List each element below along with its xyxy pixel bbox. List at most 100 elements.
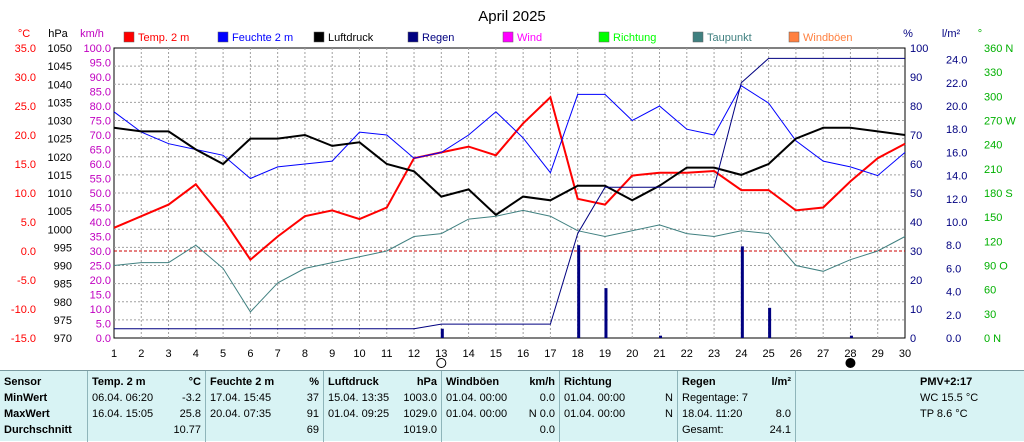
- dir-max-val: N: [665, 408, 673, 420]
- hum-title: Feuchte 2 m: [210, 376, 275, 388]
- temp-unit-label: °C: [18, 28, 30, 40]
- rain-tick-label: 0.0: [946, 333, 961, 345]
- legend: Temp. 2 m Feuchte 2 m Luftdruck Regen Wind Ri…: [123, 31, 853, 44]
- chart-title: April 2025: [478, 8, 546, 25]
- legend-label: Richtung: [613, 32, 656, 44]
- pressure-tick-label: 1050: [48, 43, 72, 55]
- x-tick-label: 16: [517, 348, 529, 360]
- direction-tick-label: 150: [984, 212, 1002, 224]
- direction-tick-label: 240: [984, 140, 1002, 152]
- dir-max-time: 01.04. 00:00: [564, 408, 626, 420]
- row-label-max: MaxWert: [4, 408, 50, 420]
- x-tick-label: 25: [762, 348, 774, 360]
- x-tick-label: 5: [220, 348, 226, 360]
- hum-max-time: 20.04. 07:35: [210, 408, 272, 420]
- gust-max-val: N 0.0: [528, 408, 555, 420]
- rain-tick-label: 6.0: [946, 263, 961, 275]
- x-tick-label: 1: [111, 348, 117, 360]
- direction-tick-label: 270 W: [984, 116, 1016, 128]
- direction-tick-label: 30: [984, 309, 996, 321]
- press-max-val: 1029.0: [403, 408, 437, 420]
- wind-tick-label: 95.0: [90, 58, 111, 70]
- x-tick-label: 28: [844, 348, 856, 360]
- pressure-tick-label: 1045: [48, 61, 72, 73]
- pressure-tick-label: 1010: [48, 188, 72, 200]
- pressure-tick-label: 970: [54, 333, 72, 345]
- humidity-tick-label: 80: [910, 101, 922, 113]
- wind-tick-label: 80.0: [90, 101, 111, 113]
- x-tick-label: 8: [302, 348, 308, 360]
- rain-unit: l/m²: [771, 376, 791, 388]
- series-line: [113, 84, 906, 180]
- x-tick-label: 3: [165, 348, 171, 360]
- pressure-tick-label: 1020: [48, 152, 72, 164]
- temp-tick-label: 35.0: [15, 43, 36, 55]
- gust-unit: km/h: [529, 376, 555, 388]
- pressure-tick-label: 995: [54, 242, 72, 254]
- direction-tick-label: 120: [984, 236, 1002, 248]
- pmv-tp: TP 8.6 °C: [920, 408, 968, 420]
- wind-tick-label: 100.0: [83, 43, 111, 55]
- full-moon-icon: [436, 358, 447, 368]
- rain-tick-label: 10.0: [946, 217, 967, 229]
- rain-bar: [849, 335, 853, 338]
- x-tick-label: 11: [381, 348, 392, 360]
- gust-max-time: 01.04. 00:00: [446, 408, 508, 420]
- humidity-tick-label: 50: [910, 188, 922, 200]
- gust-avg: 0.0: [539, 424, 555, 436]
- x-tick-label: 30: [899, 348, 911, 360]
- direction-tick-label: 180 S: [984, 188, 1013, 200]
- pressure-tick-label: 985: [54, 279, 72, 291]
- rain-bar: [577, 245, 581, 338]
- wind-tick-label: 0.0: [96, 333, 111, 345]
- legend-swatch: [123, 31, 135, 43]
- temp-tick-label: -15.0: [11, 333, 36, 345]
- hum-max-val: 91: [306, 408, 319, 420]
- legend-label: Luftdruck: [328, 32, 374, 44]
- weather-chart: 1 2 3 4 5 6 7 8 9 10 11 12 13 14 15 16 17 18 19 20 21 22 23 24 2…: [11, 8, 1016, 368]
- legend-label: Feuchte 2 m: [232, 32, 293, 44]
- humidity-unit-label: %: [903, 28, 913, 40]
- rain-bar: [740, 246, 744, 338]
- x-tick-label: 4: [193, 348, 199, 360]
- wind-tick-label: 90.0: [90, 72, 111, 84]
- temp-tick-label: 20.0: [15, 130, 36, 142]
- pressure-tick-label: 1030: [48, 116, 72, 128]
- temp-avg: 10.77: [173, 424, 201, 436]
- x-tick-label: 13: [435, 348, 447, 360]
- humidity-tick-label: 0: [910, 333, 916, 345]
- direction-tick-label: 60: [984, 285, 996, 297]
- legend-swatch: [217, 31, 229, 43]
- temp-title: Temp. 2 m: [92, 376, 146, 388]
- row-label-sensor: Sensor: [4, 376, 42, 388]
- rain-tick-label: 8.0: [946, 240, 961, 252]
- temp-tick-label: 30.0: [15, 72, 36, 84]
- wind-tick-label: 15.0: [90, 290, 111, 302]
- x-tick-label: 24: [735, 348, 747, 360]
- new-moon-icon: [845, 358, 856, 368]
- pressure-tick-label: 1040: [48, 79, 72, 91]
- humidity-tick-label: 30: [910, 246, 922, 258]
- rain-total-label: Gesamt:: [682, 424, 724, 436]
- rain-total-val: 24.1: [769, 424, 791, 436]
- humidity-tick-label: 60: [910, 159, 922, 171]
- wind-tick-label: 70.0: [90, 130, 111, 142]
- x-tick-label: 14: [462, 348, 474, 360]
- press-max-time: 01.04. 09:25: [328, 408, 390, 420]
- direction-tick-label: 330: [984, 67, 1002, 79]
- temp-tick-label: 25.0: [15, 101, 36, 113]
- pressure-tick-label: 975: [54, 315, 72, 327]
- hum-unit: %: [309, 376, 319, 388]
- direction-tick-label: 360 N: [984, 43, 1013, 55]
- direction-tick-label: 210: [984, 164, 1002, 176]
- wind-tick-label: 50.0: [90, 188, 111, 200]
- legend-swatch: [502, 31, 514, 43]
- stats-col-rain: Regen l/m² Regentage: 7 18.04. 11:20 8.0 G…: [678, 371, 796, 442]
- wind-tick-label: 60.0: [90, 159, 111, 171]
- x-tick-label: 10: [353, 348, 365, 360]
- wind-tick-label: 75.0: [90, 116, 111, 128]
- rain-unit-label: l/m²: [942, 28, 961, 40]
- legend-swatch: [407, 31, 419, 43]
- rain-max-val: 8.0: [775, 408, 791, 420]
- gust-min-time: 01.04. 00:00: [446, 392, 508, 404]
